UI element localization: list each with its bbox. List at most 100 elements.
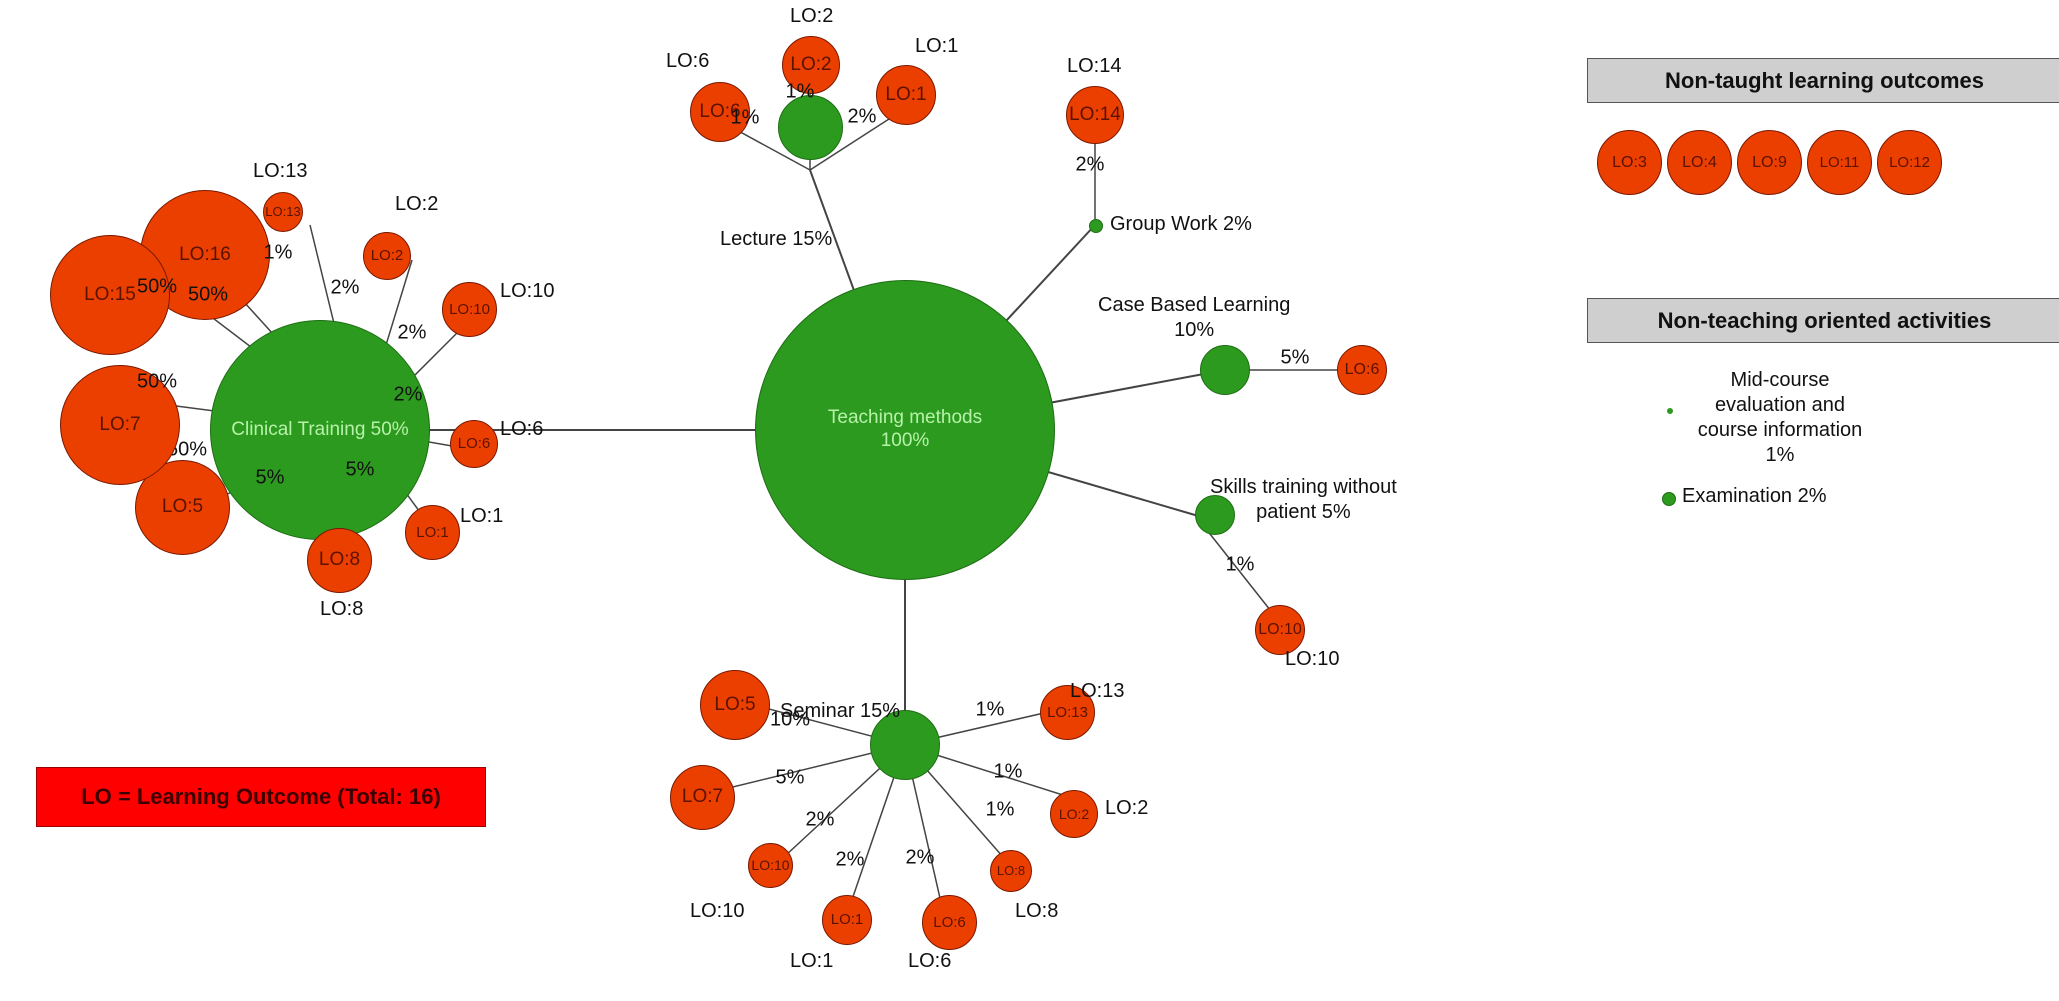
- lo1-seminar-title: LO:1: [790, 950, 833, 973]
- clinical-training-label: Clinical Training 50%: [229, 417, 410, 444]
- node-seminar[interactable]: [870, 710, 940, 780]
- non-teaching-panel-title: Non-teaching oriented activities: [1587, 298, 2059, 343]
- lo10-seminar-text: LO:10: [749, 855, 791, 876]
- lo1-clinical-title: LO:1: [460, 505, 503, 528]
- node-lo10-clinical[interactable]: LO:10: [442, 282, 497, 337]
- lo8-seminar-percent: 1%: [986, 799, 1015, 822]
- lo2-seminar-title: LO:2: [1105, 797, 1148, 820]
- lo13-seminar-percent: 1%: [976, 699, 1005, 722]
- lo10-seminar-title: LO:10: [690, 900, 744, 923]
- lo3-nontaught-text: LO:3: [1610, 151, 1649, 174]
- node-group-work[interactable]: [1089, 219, 1103, 233]
- lo10-skills-text: LO:10: [1256, 618, 1304, 641]
- teaching-methods-label: Teaching methods 100%: [826, 405, 984, 455]
- node-lo2-seminar[interactable]: LO:2: [1050, 790, 1098, 838]
- lo1-seminar-text: LO:1: [829, 909, 866, 931]
- node-lo7-seminar[interactable]: LO:7: [670, 765, 735, 830]
- lo2-clinical-percent: 2%: [331, 277, 360, 300]
- lo15-clinical-text: LO:15: [82, 282, 138, 309]
- cbl-child-percent: 5%: [1281, 347, 1310, 370]
- lo14-title: LO:14: [1067, 55, 1121, 78]
- lo6-clinical-text: LO:6: [456, 433, 493, 455]
- node-lo1-lecture[interactable]: LO:1: [876, 65, 936, 125]
- lo10-clinical-text: LO:10: [447, 299, 492, 321]
- node-lo11-nontaught[interactable]: LO:11: [1807, 130, 1872, 195]
- lo5-clinical-text: LO:5: [160, 494, 205, 521]
- node-lo14[interactable]: LO:14: [1066, 86, 1124, 144]
- node-teaching-methods[interactable]: Teaching methods 100%: [755, 280, 1055, 580]
- lo6-cbl-text: LO:6: [1343, 358, 1382, 381]
- lo16-clinical-text: LO:16: [177, 242, 233, 269]
- lo7-seminar-percent: 5%: [776, 767, 805, 790]
- lo1-lecture-percent: 2%: [848, 106, 877, 129]
- node-lo6-seminar[interactable]: LO:6: [922, 895, 977, 950]
- node-skills-training[interactable]: [1195, 495, 1235, 535]
- lo14-text: LO:14: [1067, 102, 1123, 129]
- lo2-seminar-text: LO:2: [1057, 804, 1091, 825]
- lo2-lecture-text: LO:2: [788, 52, 833, 79]
- lo2-lecture-title: LO:2: [790, 5, 833, 28]
- lo4-nontaught-text: LO:4: [1680, 151, 1719, 174]
- examination-label: Examination 2%: [1682, 485, 1827, 508]
- mind-map-canvas: Teaching methods 100% Lecture 15% LO:6 L…: [0, 0, 2059, 1001]
- lecture-label: Lecture 15%: [720, 228, 832, 251]
- node-lo13-seminar[interactable]: LO:13: [1040, 685, 1095, 740]
- node-clinical-training[interactable]: Clinical Training 50%: [210, 320, 430, 540]
- lo12-nontaught-text: LO:12: [1887, 152, 1932, 174]
- lo8-clinical-text: LO:8: [317, 547, 362, 574]
- node-lo6-cbl[interactable]: LO:6: [1337, 345, 1387, 395]
- lo-legend: LO = Learning Outcome (Total: 16): [36, 767, 486, 827]
- node-lo12-nontaught[interactable]: LO:12: [1877, 130, 1942, 195]
- lo11-nontaught-text: LO:11: [1818, 152, 1862, 174]
- lo10-skills-title: LO:10: [1285, 648, 1339, 671]
- lo10-seminar-percent: 2%: [806, 809, 835, 832]
- lo6-clinical-title: LO:6: [500, 418, 543, 441]
- node-lo1-clinical[interactable]: LO:1: [405, 505, 460, 560]
- node-lo2-clinical[interactable]: LO:2: [363, 232, 411, 280]
- lo2-clinical-text: LO:2: [369, 245, 406, 267]
- node-lo9-nontaught[interactable]: LO:9: [1737, 130, 1802, 195]
- lo1-lecture-title: LO:1: [915, 35, 958, 58]
- node-lo8-clinical[interactable]: LO:8: [307, 528, 372, 593]
- non-taught-panel-title: Non-taught learning outcomes: [1587, 58, 2059, 103]
- node-lo5-seminar[interactable]: LO:5: [700, 670, 770, 740]
- node-lo13-clinical[interactable]: LO:13: [263, 192, 303, 232]
- mid-course-label: Mid-course evaluation and course informa…: [1670, 368, 1890, 468]
- node-lo8-seminar[interactable]: LO:8: [990, 850, 1032, 892]
- node-lo7-clinical[interactable]: LO:7: [60, 365, 180, 485]
- node-lo2-lecture[interactable]: LO:2: [782, 36, 840, 94]
- node-case-based-learning[interactable]: [1200, 345, 1250, 395]
- lo6-seminar-text: LO:6: [931, 912, 968, 934]
- lo6-lecture-text: LO:6: [697, 99, 742, 126]
- lo6-seminar-title: LO:6: [908, 950, 951, 973]
- lo10-clinical-title: LO:10: [500, 280, 554, 303]
- lo7-seminar-text: LO:7: [680, 784, 725, 811]
- node-lo10-skills[interactable]: LO:10: [1255, 605, 1305, 655]
- group-work-label: Group Work 2%: [1110, 213, 1252, 236]
- lo5-seminar-percent: 10%: [770, 709, 810, 732]
- group-work-percent: 2%: [1076, 154, 1105, 177]
- node-lo3-nontaught[interactable]: LO:3: [1597, 130, 1662, 195]
- lo2-seminar-percent: 1%: [994, 761, 1023, 784]
- lo6-seminar-percent: 2%: [906, 847, 935, 870]
- node-lo1-seminar[interactable]: LO:1: [822, 895, 872, 945]
- node-lo6-clinical[interactable]: LO:6: [450, 420, 498, 468]
- skills-training-percent: 1%: [1226, 554, 1255, 577]
- node-lo4-nontaught[interactable]: LO:4: [1667, 130, 1732, 195]
- lo5-seminar-text: LO:5: [712, 692, 757, 719]
- node-lo15-clinical[interactable]: LO:15: [50, 235, 170, 355]
- lo13-clinical-title: LO:13: [253, 160, 307, 183]
- lo9-nontaught-text: LO:9: [1750, 151, 1789, 174]
- lo2-clinical-title: LO:2: [395, 193, 438, 216]
- node-lecture[interactable]: [778, 95, 843, 160]
- skills-training-label: Skills training without patient 5%: [1210, 475, 1397, 525]
- examination-dot[interactable]: [1662, 492, 1676, 506]
- lo13-seminar-text: LO:13: [1045, 702, 1090, 724]
- lo7-clinical-text: LO:7: [97, 412, 142, 439]
- node-lo10-seminar[interactable]: LO:10: [748, 843, 793, 888]
- lo6-lecture-title: LO:6: [666, 50, 709, 73]
- lo13-clinical-text: LO:13: [263, 202, 302, 222]
- lo10-clinical-percent: 2%: [398, 322, 427, 345]
- lo1-lecture-text: LO:1: [883, 82, 928, 109]
- node-lo6-lecture[interactable]: LO:6: [690, 82, 750, 142]
